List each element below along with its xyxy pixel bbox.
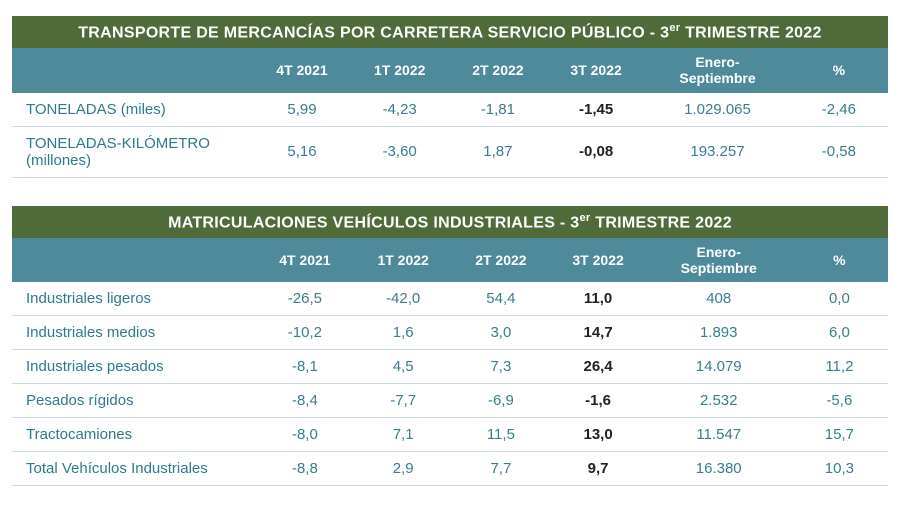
cell: -10,2: [256, 316, 354, 350]
cell: 1.029.065: [645, 93, 790, 127]
cell: 10,3: [791, 452, 888, 486]
cell: -6,9: [452, 384, 549, 418]
cell: -8,4: [256, 384, 354, 418]
cell: -3,60: [351, 126, 449, 177]
cell: -1,81: [449, 93, 547, 127]
data-table-1: MATRICULACIONES VEHÍCULOS INDUSTRIALES -…: [12, 206, 888, 487]
column-header: [12, 238, 256, 282]
row-label: Industriales medios: [12, 316, 256, 350]
column-header: Enero-Septiembre: [647, 238, 791, 282]
cell: -0,08: [547, 126, 645, 177]
cell: 11,5: [452, 418, 549, 452]
cell: -8,1: [256, 350, 354, 384]
cell: 4,5: [354, 350, 452, 384]
cell: 1,6: [354, 316, 452, 350]
table-row: TONELADAS-KILÓMETRO (millones)5,16-3,601…: [12, 126, 888, 177]
column-header: [12, 48, 253, 92]
table-row: Industriales medios-10,21,63,014,71.8936…: [12, 316, 888, 350]
cell: -0,58: [790, 126, 888, 177]
row-label: TONELADAS-KILÓMETRO (millones): [12, 126, 253, 177]
column-header: 2T 2022: [452, 238, 549, 282]
cell: 7,3: [452, 350, 549, 384]
cell: -1,45: [547, 93, 645, 127]
table-row: Total Vehículos Industriales-8,82,97,79,…: [12, 452, 888, 486]
row-label: TONELADAS (miles): [12, 93, 253, 127]
cell: 15,7: [791, 418, 888, 452]
cell: -8,0: [256, 418, 354, 452]
cell: 5,16: [253, 126, 350, 177]
cell: 2,9: [354, 452, 452, 486]
cell: -42,0: [354, 282, 452, 316]
cell: 26,4: [549, 350, 646, 384]
cell: 0,0: [791, 282, 888, 316]
table-row: Tractocamiones-8,07,111,513,011.54715,7: [12, 418, 888, 452]
cell: -5,6: [791, 384, 888, 418]
row-label: Industriales ligeros: [12, 282, 256, 316]
column-header: %: [790, 48, 888, 92]
cell: 1,87: [449, 126, 547, 177]
column-header: 1T 2022: [351, 48, 449, 92]
table-row: Pesados rígidos-8,4-7,7-6,9-1,62.532-5,6: [12, 384, 888, 418]
cell: 9,7: [549, 452, 646, 486]
table-row: TONELADAS (miles)5,99-4,23-1,81-1,451.02…: [12, 93, 888, 127]
table-row: Industriales pesados-8,14,57,326,414.079…: [12, 350, 888, 384]
cell: 7,7: [452, 452, 549, 486]
column-header: %: [791, 238, 888, 282]
cell: 2.532: [647, 384, 791, 418]
cell: 11,2: [791, 350, 888, 384]
cell: 54,4: [452, 282, 549, 316]
cell: -7,7: [354, 384, 452, 418]
tables-container: TRANSPORTE DE MERCANCÍAS POR CARRETERA S…: [12, 16, 888, 486]
cell: 5,99: [253, 93, 350, 127]
cell: -26,5: [256, 282, 354, 316]
cell: -8,8: [256, 452, 354, 486]
cell: 1.893: [647, 316, 791, 350]
cell: -1,6: [549, 384, 646, 418]
cell: 7,1: [354, 418, 452, 452]
row-label: Industriales pesados: [12, 350, 256, 384]
column-header: 4T 2021: [256, 238, 354, 282]
row-label: Pesados rígidos: [12, 384, 256, 418]
cell: 11.547: [647, 418, 791, 452]
column-header: 3T 2022: [547, 48, 645, 92]
data-table-0: TRANSPORTE DE MERCANCÍAS POR CARRETERA S…: [12, 16, 888, 178]
cell: 3,0: [452, 316, 549, 350]
row-label: Tractocamiones: [12, 418, 256, 452]
table-title: MATRICULACIONES VEHÍCULOS INDUSTRIALES -…: [12, 206, 888, 238]
cell: 6,0: [791, 316, 888, 350]
table-row: Industriales ligeros-26,5-42,054,411,040…: [12, 282, 888, 316]
column-header: 4T 2021: [253, 48, 350, 92]
cell: -4,23: [351, 93, 449, 127]
cell: -2,46: [790, 93, 888, 127]
column-header: 2T 2022: [449, 48, 547, 92]
table-title: TRANSPORTE DE MERCANCÍAS POR CARRETERA S…: [12, 16, 888, 48]
cell: 11,0: [549, 282, 646, 316]
column-header: 3T 2022: [549, 238, 646, 282]
column-header: 1T 2022: [354, 238, 452, 282]
cell: 14,7: [549, 316, 646, 350]
cell: 408: [647, 282, 791, 316]
cell: 14.079: [647, 350, 791, 384]
cell: 193.257: [645, 126, 790, 177]
cell: 16.380: [647, 452, 791, 486]
cell: 13,0: [549, 418, 646, 452]
column-header: Enero-Septiembre: [645, 48, 790, 92]
row-label: Total Vehículos Industriales: [12, 452, 256, 486]
